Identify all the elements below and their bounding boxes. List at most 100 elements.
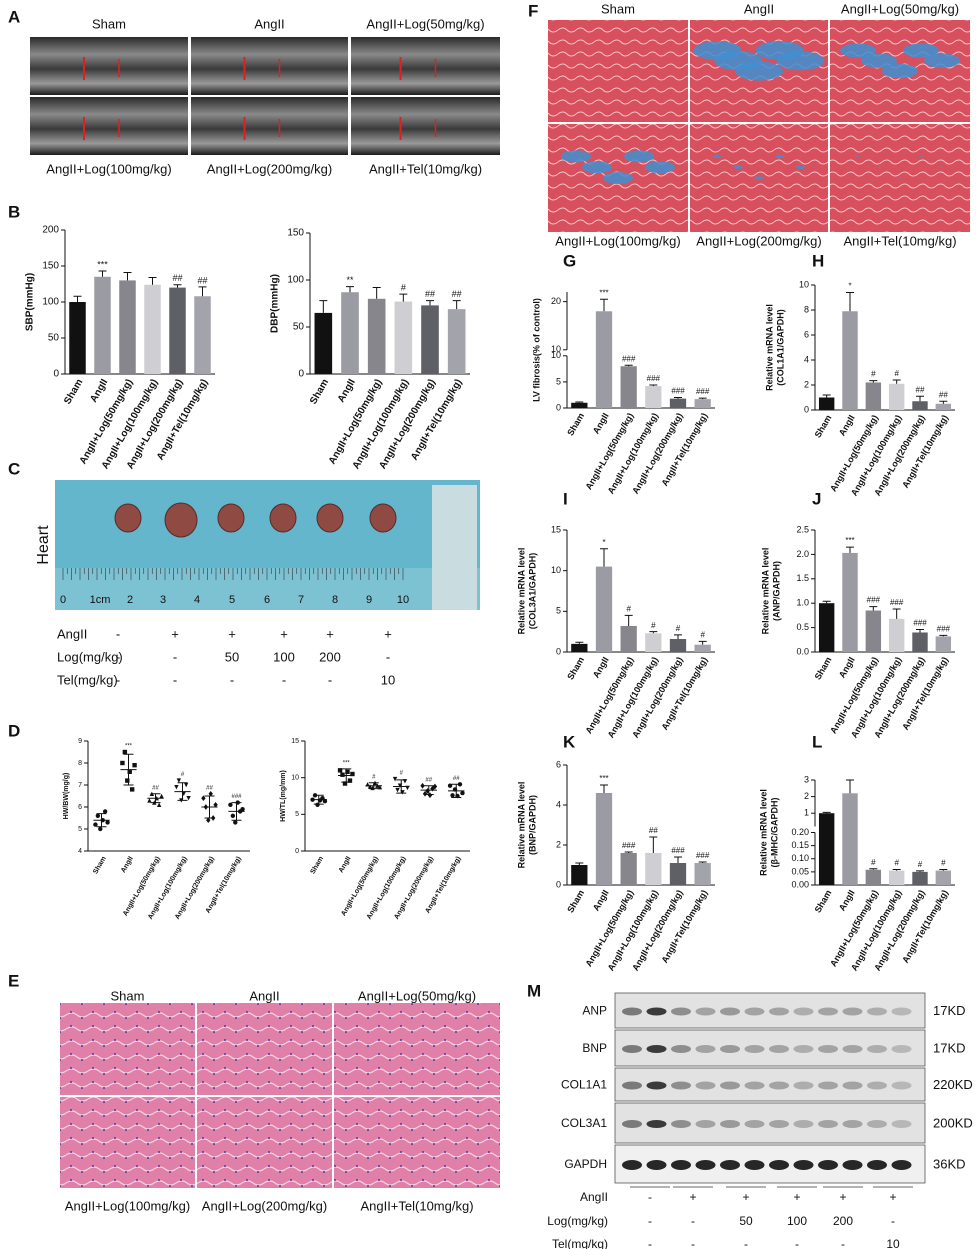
- band: [818, 1081, 838, 1090]
- point: [147, 798, 152, 803]
- point: [201, 795, 206, 802]
- bar: [645, 853, 662, 885]
- error-bar: [822, 600, 831, 604]
- x-tick-label: Sham: [308, 377, 331, 406]
- band: [793, 1160, 814, 1170]
- error-bar: [575, 641, 584, 644]
- y-tick-label: 100: [42, 297, 59, 308]
- significance: #: [918, 860, 923, 869]
- bar: [694, 399, 711, 408]
- band: [744, 1120, 765, 1128]
- significance: ###: [671, 387, 685, 396]
- image-label: AngII+Log(200mg/kg): [207, 161, 332, 176]
- y-tick-label: 200: [42, 225, 59, 236]
- micrograph: [197, 1003, 332, 1095]
- band: [867, 1120, 887, 1128]
- error-bar: [198, 286, 207, 297]
- bar: [912, 871, 928, 885]
- y-tick-label: 10: [551, 565, 561, 575]
- bar: [595, 793, 613, 885]
- panel-letter: D: [8, 721, 20, 740]
- y-tick-label: 0: [556, 402, 561, 412]
- bar: [912, 401, 928, 410]
- point: [186, 796, 191, 801]
- band: [867, 1045, 887, 1053]
- size-label: 17KD: [933, 1003, 966, 1018]
- error-bar: [204, 795, 215, 819]
- x-tick-label: Sham: [813, 888, 834, 914]
- band: [720, 1007, 740, 1016]
- bar: [888, 618, 905, 652]
- band: [891, 1007, 912, 1016]
- band: [867, 1081, 887, 1090]
- bar: [447, 309, 466, 374]
- band: [891, 1081, 912, 1090]
- y-axis-label: SBP(mmHg): [25, 273, 36, 331]
- band: [818, 1160, 838, 1170]
- size-label: 220KD: [933, 1077, 973, 1092]
- significance: ###: [622, 354, 636, 363]
- image-label: AngII+Log(100mg/kg): [555, 233, 680, 248]
- band: [695, 1120, 716, 1128]
- x-tick-label: AngII: [88, 377, 110, 404]
- image-label: AngII: [254, 16, 284, 31]
- bar: [645, 633, 662, 652]
- significance: ##: [649, 826, 658, 835]
- y-tick-label: 5: [78, 826, 82, 833]
- blot: [614, 992, 926, 1029]
- band: [671, 1045, 691, 1053]
- band: [622, 1160, 642, 1170]
- table-cell: -: [691, 1237, 695, 1249]
- collagen: [840, 43, 876, 58]
- bar: [620, 625, 637, 652]
- error-bar: [624, 364, 633, 367]
- significance: ##: [206, 785, 213, 791]
- bar: [645, 386, 662, 408]
- error-bar: [846, 292, 854, 312]
- bar: [394, 301, 413, 374]
- y-tick-label: 6: [556, 759, 561, 769]
- point: [95, 813, 101, 818]
- band: [646, 1081, 667, 1090]
- micrograph: [60, 1003, 195, 1095]
- table-cell: -: [795, 1237, 799, 1249]
- band: [891, 1160, 912, 1170]
- error-bar: [177, 782, 188, 801]
- band: [622, 1120, 642, 1128]
- band: [720, 1045, 740, 1053]
- y-tick-label: 1: [804, 808, 809, 818]
- y-tick-label: 5: [556, 606, 561, 616]
- x-tick-label: AngII: [837, 655, 857, 679]
- error-bar: [123, 753, 134, 786]
- point: [230, 813, 236, 818]
- table-cell: -: [116, 649, 120, 664]
- band: [818, 1007, 838, 1016]
- x-tick-label: AngII: [837, 888, 857, 912]
- significance: #: [181, 772, 185, 778]
- collagen: [776, 51, 825, 71]
- bar: [935, 870, 952, 885]
- table-cell: 10: [886, 1237, 900, 1249]
- point: [395, 787, 400, 793]
- error-bar: [846, 779, 854, 794]
- error-bar: [452, 300, 461, 310]
- point: [337, 768, 343, 773]
- heart: [114, 503, 142, 533]
- table-cell: -: [386, 649, 390, 664]
- significance: #: [400, 771, 404, 777]
- significance: ##: [197, 275, 207, 285]
- error-bar: [600, 298, 608, 312]
- error-bar: [649, 836, 658, 853]
- bar: [571, 402, 588, 408]
- collagen: [603, 172, 633, 184]
- table-cell: 200: [833, 1214, 853, 1228]
- x-tick-label: AngII: [591, 655, 611, 679]
- x-tick-label: AngII+Tel(10mg/kg): [659, 655, 709, 732]
- y-tick-label: 2.5: [796, 524, 809, 534]
- error-bar: [372, 287, 381, 299]
- table-cell: -: [648, 1190, 652, 1204]
- bar: [842, 311, 858, 410]
- row-label: Tel(mg/kg): [57, 672, 118, 687]
- panel-letter: J: [812, 489, 821, 508]
- y-axis-label: (COL1A1/GAPDH): [775, 309, 785, 386]
